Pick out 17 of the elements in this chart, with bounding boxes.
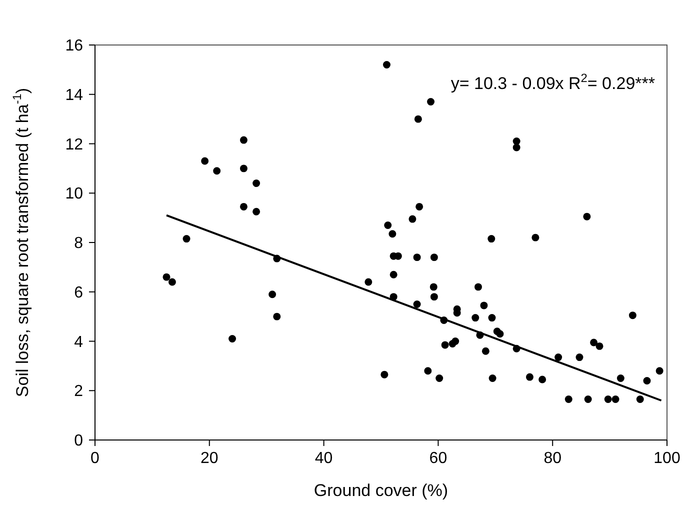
x-axis-title: Ground cover (%) <box>314 481 448 500</box>
x-tick-label: 0 <box>90 450 100 467</box>
y-tick-label: 0 <box>74 432 84 450</box>
y-tick-label: 8 <box>74 235 84 252</box>
y-tick-label: 16 <box>65 38 84 55</box>
x-tick-label: 40 <box>314 450 333 467</box>
y-tick-label: 4 <box>74 334 84 351</box>
annotation: y= 10.3 - 0.09x R$^{2}$= 0.29*** <box>450 71 656 93</box>
x-tick-label: 60 <box>429 450 448 467</box>
x-tick-label: 20 <box>200 450 218 467</box>
y-tick-label: 12 <box>65 136 84 154</box>
y-tick-label: 14 <box>65 86 84 104</box>
x-tick-label: 80 <box>544 450 562 467</box>
y-tick-label: 6 <box>74 284 84 302</box>
y-tick-label: 10 <box>65 186 84 203</box>
y-tick-label: 2 <box>74 383 84 400</box>
x-tick-label: 100 <box>654 450 680 467</box>
